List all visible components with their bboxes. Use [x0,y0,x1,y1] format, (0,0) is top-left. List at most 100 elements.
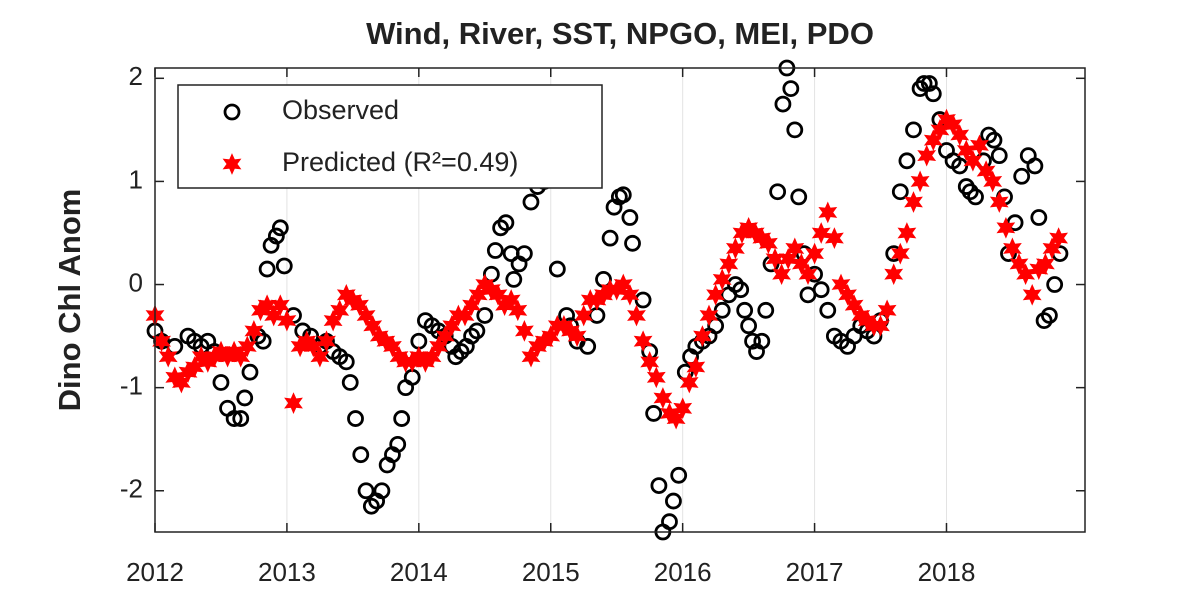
y-tick-label: 1 [129,164,143,194]
observed-point [898,152,916,170]
predicted-point [712,268,732,291]
observed-point [769,183,787,201]
predicted-point [950,124,970,146]
observed-point [357,482,375,500]
predicted-point [838,283,857,306]
y-tick-label: 0 [129,267,143,297]
observed-point [225,410,243,427]
predicted-point [613,273,633,296]
observed-point [790,188,808,206]
predicted-point [508,299,528,322]
observed-point [732,281,750,299]
observed-point [492,219,510,237]
observed-point [497,214,515,232]
observed-point [476,307,494,324]
observed-point [961,183,979,201]
predicted-point [330,299,350,322]
predicted-point [152,330,172,353]
observed-point [447,348,465,366]
observed-point [505,270,523,288]
observed-point [891,183,909,201]
predicted-point [567,325,587,347]
x-tick-label: 2014 [390,557,448,587]
predicted-point [363,314,383,337]
observed-point [924,85,942,103]
predicted-point [943,113,963,136]
legend-label: Observed [282,95,399,125]
predicted-point [158,345,178,368]
observed-point [232,410,250,427]
observed-point [362,497,380,515]
observed-point [258,260,276,278]
observed-point [915,75,933,92]
x-tick-label: 2012 [126,557,184,587]
y-tick-label: -2 [120,474,143,504]
observed-point [713,301,731,319]
predicted-point [989,191,1009,213]
observed-point [548,260,566,278]
predicted-point [633,330,653,353]
observed-point [951,157,969,175]
predicted-point [996,216,1016,239]
observed-point [486,242,504,259]
observed-point [337,353,355,371]
predicted-point [871,314,890,337]
observed-point [624,234,641,252]
x-tick-label: 2017 [786,557,844,587]
observed-point [727,276,744,293]
observed-point [782,80,800,98]
observed-point [757,301,775,319]
predicted-point [970,134,989,157]
predicted-point [277,309,297,332]
observed-point [650,477,668,495]
predicted-point [890,242,910,265]
y-axis-label: Dino Chl Anom [52,189,87,412]
predicted-point [620,283,640,306]
legend-box [177,84,603,189]
observed-point [812,281,830,299]
observed-point [1013,167,1031,185]
observed-point [819,301,837,319]
predicted-point [317,330,336,353]
predicted-point [1049,227,1069,249]
observed-point [522,193,540,211]
predicted-point [350,294,369,317]
observed-point [661,513,678,531]
observed-point [736,301,754,319]
observed-point [579,337,597,355]
predicted-point [824,227,844,249]
predicted-point [844,294,864,317]
predicted-point [805,242,825,265]
predicted-point [574,304,594,327]
predicted-point [270,294,290,317]
predicted-point [237,335,257,358]
observed-point [212,374,230,391]
predicted-point [719,253,739,275]
observed-point [967,188,984,206]
observed-point [1026,157,1044,175]
observed-point [267,227,285,245]
predicted-point [488,283,508,306]
observed-point [753,332,771,350]
predicted-point [244,320,264,342]
predicted-point [963,149,983,172]
predicted-point [699,304,719,327]
predicted-point [640,351,660,373]
predicted-point [897,222,917,244]
legend-label: Predicted (R²=0.49) [282,147,518,177]
observed-point [463,327,480,345]
predicted-point [706,283,726,306]
predicted-point [383,335,402,358]
observed-point [241,363,259,381]
legend-marker [223,103,241,121]
predicted-point [1022,283,1042,306]
predicted-point [983,170,1003,193]
predicted-point [765,247,785,270]
x-tick-label: 2018 [918,557,976,587]
observed-point [990,147,1008,165]
observed-point [621,209,639,226]
observed-point [905,121,922,139]
x-tick-label: 2015 [522,557,580,587]
predicted-point [917,144,937,167]
